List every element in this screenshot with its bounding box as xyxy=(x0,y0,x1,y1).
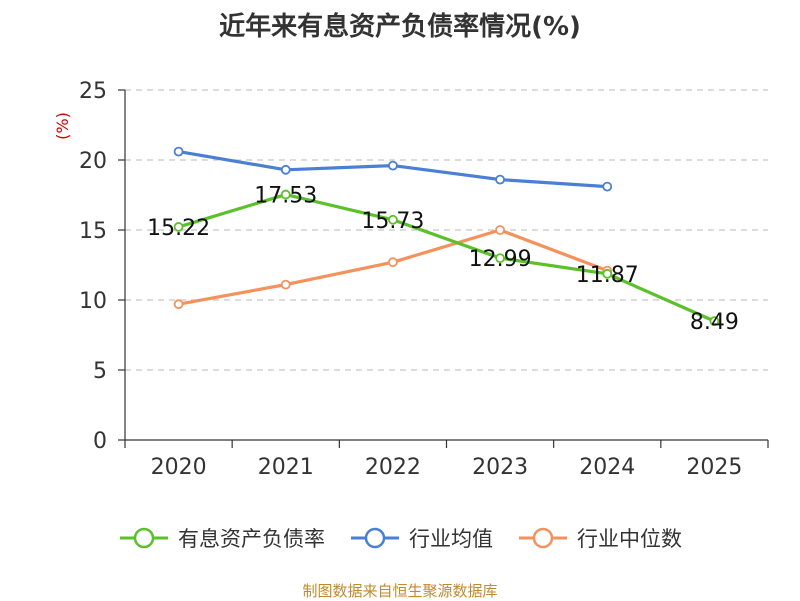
data-label: 12.99 xyxy=(469,247,532,272)
legend-item[interactable]: 行业中位数 xyxy=(517,523,682,553)
data-point xyxy=(280,164,291,175)
data-label: 8.49 xyxy=(690,310,739,335)
data-label: 15.22 xyxy=(147,216,210,241)
legend-item[interactable]: 行业均值 xyxy=(349,523,493,553)
data-point xyxy=(602,268,613,279)
data-label: 11.87 xyxy=(576,263,639,288)
data-point xyxy=(495,253,505,264)
data-point xyxy=(709,316,720,327)
y-tick-label: 0 xyxy=(93,429,107,454)
y-tick-label: 25 xyxy=(79,79,107,104)
legend-label: 有息资产负债率 xyxy=(178,527,325,551)
data-point xyxy=(173,299,184,310)
data-point xyxy=(495,174,505,185)
data-point xyxy=(388,257,398,268)
data-label: 15.73 xyxy=(361,209,424,234)
series-layer xyxy=(173,146,720,327)
chart-title: 近年来有息资产负债率情况(%) xyxy=(219,12,581,42)
data-point xyxy=(173,146,184,157)
data-point xyxy=(280,189,291,200)
grid-layer xyxy=(125,89,768,371)
data-point xyxy=(602,181,613,192)
legend: 有息资产负债率 行业均值 行业中位数 xyxy=(0,520,800,556)
x-tick-label: 2021 xyxy=(258,455,314,480)
data-point xyxy=(495,225,505,235)
legend-marker-icon xyxy=(519,527,567,549)
y-tick-label: 15 xyxy=(79,219,107,244)
series-line-0 xyxy=(176,192,717,323)
data-label: 17.53 xyxy=(254,184,317,209)
x-tick-label: 2025 xyxy=(686,455,742,480)
y-tick-label: 20 xyxy=(79,149,107,174)
legend-label: 行业均值 xyxy=(409,527,493,551)
legend-item[interactable]: 有息资产负债率 xyxy=(118,523,325,553)
legend-marker-icon xyxy=(120,527,168,549)
data-point xyxy=(280,279,291,290)
data-point xyxy=(388,160,398,171)
data-point xyxy=(173,222,184,232)
x-tick-label: 2020 xyxy=(151,455,207,480)
x-tick-label: 2023 xyxy=(472,455,528,480)
label-layer: 15.22 17.53 15.73 12.99 11.87 8.49 xyxy=(147,184,739,336)
legend-label: 行业中位数 xyxy=(577,527,682,551)
legend-marker-icon xyxy=(351,527,399,549)
y-tick-label: 10 xyxy=(79,289,107,314)
y-tick-label: 5 xyxy=(93,359,107,384)
x-tick-label: 2024 xyxy=(579,455,635,480)
data-point xyxy=(388,214,398,225)
y-axis-label: (%) xyxy=(53,112,72,140)
source-note: 制图数据来自恒生聚源数据库 xyxy=(302,582,498,600)
x-tick-label: 2022 xyxy=(365,455,421,480)
